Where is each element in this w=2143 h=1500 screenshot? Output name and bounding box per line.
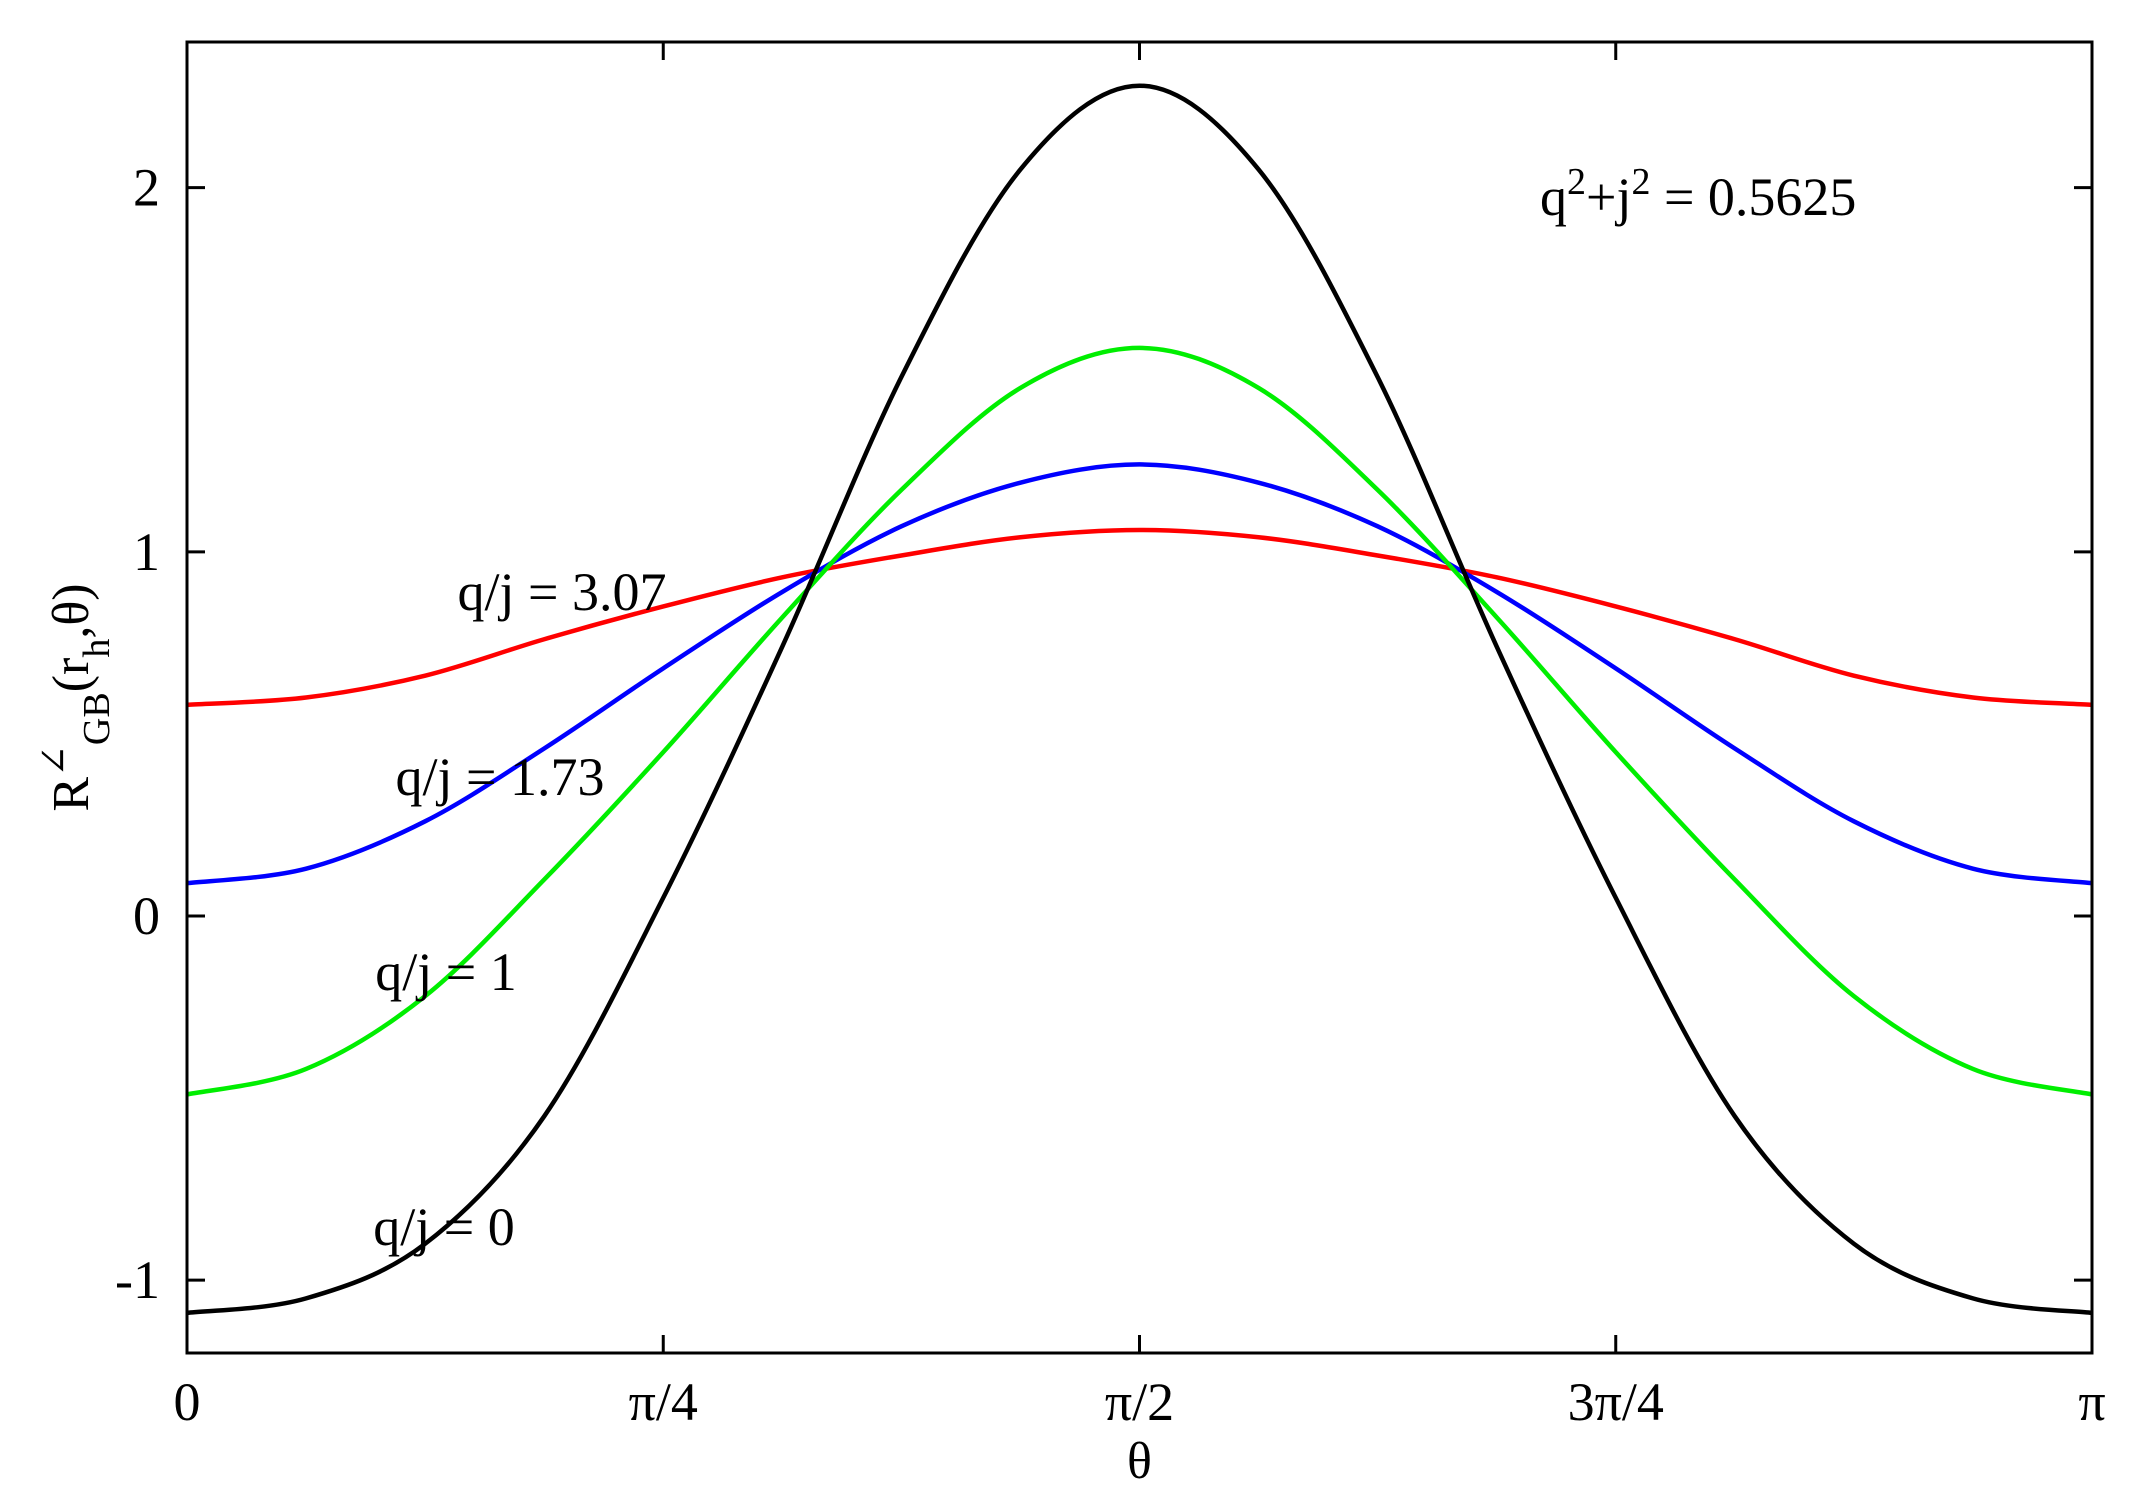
x-tick-label: π/4 bbox=[629, 1372, 698, 1432]
x-tick-label: π bbox=[2078, 1372, 2105, 1432]
y-tick-label: 0 bbox=[133, 886, 160, 946]
series-line-3 bbox=[186, 83, 2093, 1316]
series-label: q/j = 0 bbox=[373, 1197, 514, 1257]
series-line-1 bbox=[186, 462, 2093, 886]
y-tick-label: 1 bbox=[133, 522, 160, 582]
y-tick-label: 2 bbox=[133, 158, 160, 218]
axis-ticks bbox=[185, 42, 2094, 1353]
x-tick-label: 3π/4 bbox=[1568, 1372, 1664, 1432]
series-line-0 bbox=[186, 527, 2093, 708]
series-labels: q/j = 3.07 q/j = 1.73 q/j = 1 q/j = 0 bbox=[373, 562, 666, 1257]
x-tick-label: 0 bbox=[174, 1372, 201, 1432]
x-axis-label: θ bbox=[1127, 1433, 1152, 1490]
tick-labels: 0 π/4 π/2 3π/4 π -1 0 1 2 bbox=[115, 158, 2106, 1432]
y-axis-label: R∠GB(rh,θ) bbox=[34, 583, 118, 811]
plot-frame bbox=[185, 40, 2094, 1355]
annotation-q2-j2: q2+j2 = 0.5625 bbox=[1540, 161, 1856, 227]
x-tick-label: π/2 bbox=[1105, 1372, 1174, 1432]
series-group bbox=[186, 83, 2093, 1316]
series-line-2 bbox=[186, 345, 2093, 1097]
series-label: q/j = 3.07 bbox=[458, 562, 667, 622]
series-label: q/j = 1.73 bbox=[396, 747, 605, 807]
y-tick-label: -1 bbox=[115, 1250, 160, 1310]
series-label: q/j = 1 bbox=[375, 942, 516, 1002]
